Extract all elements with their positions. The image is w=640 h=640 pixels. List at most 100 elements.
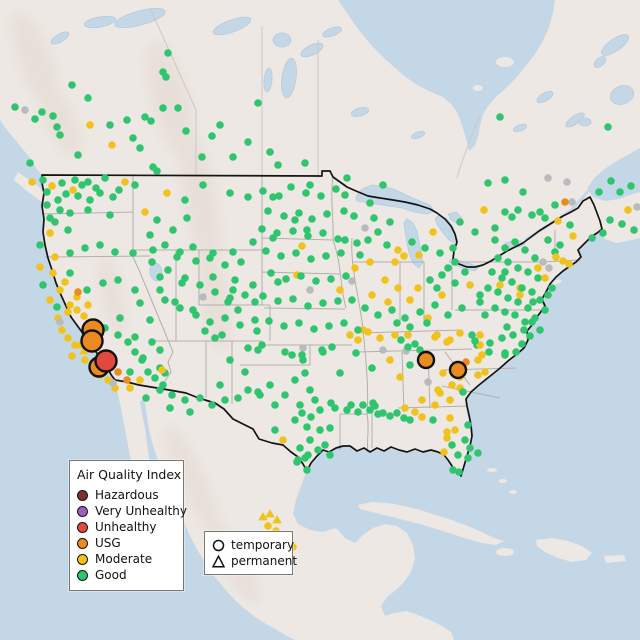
aqi-station-dot — [496, 113, 504, 121]
aqi-station-dot — [68, 81, 76, 89]
aqi-station-dot — [491, 236, 499, 244]
aqi-station-dot — [406, 296, 414, 304]
aqi-station-dot — [406, 323, 414, 331]
aqi-station-dot — [258, 341, 266, 349]
aqi-station-dot — [196, 394, 204, 402]
aqi-station-dot — [446, 414, 454, 422]
aqi-station-dot — [61, 278, 69, 286]
aqi-station-dot — [114, 331, 122, 339]
aqi-station-dot — [229, 286, 237, 294]
aqi-station-dot — [301, 369, 309, 377]
aqi-station-dot — [43, 188, 51, 196]
aqi-station-dot — [306, 436, 314, 444]
aqi-legend-label: Moderate — [95, 552, 153, 566]
aqi-station-dot — [627, 182, 635, 190]
aqi-station-dot — [236, 321, 244, 329]
aqi-station-dot — [353, 239, 361, 247]
aqi-station-dot — [31, 115, 39, 123]
aqi-station-dot — [458, 304, 466, 312]
aqi-station-dot — [51, 218, 59, 226]
aqi-station-dot — [561, 198, 569, 206]
aqi-station-dot — [556, 241, 564, 249]
aqi-station-dot — [524, 304, 532, 312]
aqi-station-dot — [337, 249, 345, 257]
aqi-station-dot — [291, 416, 299, 424]
aqi-station-dot — [548, 284, 556, 292]
aqi-station-dot — [251, 298, 259, 306]
aqi-station-dot — [234, 306, 242, 314]
aqi-station-dot — [488, 268, 496, 276]
aqi-station-dot — [99, 279, 107, 287]
aqi-station-dot — [319, 299, 327, 307]
aqi-station-dot — [131, 348, 139, 356]
aqi-station-dot — [182, 127, 190, 135]
aqi-station-dot — [244, 344, 252, 352]
aqi-legend-swatch — [77, 521, 88, 533]
aqi-station-dot — [199, 293, 207, 301]
aqi-station-dot — [326, 424, 334, 432]
aqi-station-dot — [354, 408, 362, 416]
aqi-station-dot — [254, 388, 262, 396]
aqi-station-dot — [400, 414, 408, 422]
aqi-station-dot — [136, 144, 144, 152]
aqi-station-dot — [474, 371, 482, 379]
aqi-legend-item: Good — [77, 567, 176, 583]
aqi-station-dot — [36, 241, 44, 249]
aqi-station-dot — [474, 449, 482, 457]
symbol-legend-label: temporary — [231, 538, 295, 552]
aqi-station-dot — [126, 368, 134, 376]
aqi-temporary-marker — [80, 329, 104, 353]
aqi-station-dot — [544, 174, 552, 182]
aqi-station-dot — [192, 311, 200, 319]
aqi-station-dot — [226, 356, 234, 364]
aqi-station-dot — [618, 220, 626, 228]
aqi-station-dot — [429, 228, 437, 236]
symbol-legend-row-permanent: permanent — [212, 553, 297, 569]
symbol-legend-row-temporary: temporary — [212, 537, 294, 553]
aqi-station-dot — [451, 426, 459, 434]
aqi-station-dot — [131, 181, 139, 189]
aqi-station-dot — [241, 368, 249, 376]
aqi-station-dot — [101, 174, 109, 182]
aqi-legend-swatch — [77, 489, 88, 501]
aqi-station-dot — [484, 284, 492, 292]
aqi-station-dot — [156, 273, 164, 281]
aqi-station-dot — [518, 284, 526, 292]
aqi-station-triangle — [272, 515, 282, 524]
aqi-station-dot — [282, 275, 290, 283]
aqi-station-dot — [371, 402, 379, 410]
aqi-station-dot — [74, 151, 82, 159]
aqi-station-dot — [319, 348, 327, 356]
bahamas-island — [499, 479, 507, 483]
aqi-station-dot — [341, 191, 349, 199]
aqi-station-dot — [418, 396, 426, 404]
aqi-station-dot — [494, 288, 502, 296]
aqi-station-dot — [414, 284, 422, 292]
aqi-station-dot — [208, 401, 216, 409]
aqi-station-dot — [96, 241, 104, 249]
aqi-station-dot — [258, 225, 266, 233]
aqi-station-dot — [347, 401, 355, 409]
aqi-station-dot — [266, 381, 274, 389]
aqi-legend-label: Hazardous — [95, 488, 159, 502]
aqi-legend-item: Hazardous — [77, 487, 176, 503]
aqi-station-dot — [444, 311, 452, 319]
aqi-station-dot — [411, 408, 419, 416]
aqi-legend-swatch — [77, 553, 88, 565]
aqi-station-dot — [379, 181, 387, 189]
aqi-station-dot — [595, 188, 603, 196]
aqi-station-dot — [84, 94, 92, 102]
aqi-station-dot — [164, 266, 172, 274]
aqi-station-dot — [334, 235, 342, 243]
aqi-station-dot — [174, 104, 182, 112]
aqi-station-dot — [325, 322, 333, 330]
aqi-station-dot — [306, 181, 314, 189]
aqi-station-dot — [209, 273, 217, 281]
aqi-station-dot — [39, 281, 47, 289]
aqi-station-dot — [64, 334, 72, 342]
aqi-station-dot — [343, 174, 351, 182]
aqi-station-dot — [436, 389, 444, 397]
aqi-station-dot — [544, 236, 552, 244]
aqi-station-dot — [504, 258, 512, 266]
